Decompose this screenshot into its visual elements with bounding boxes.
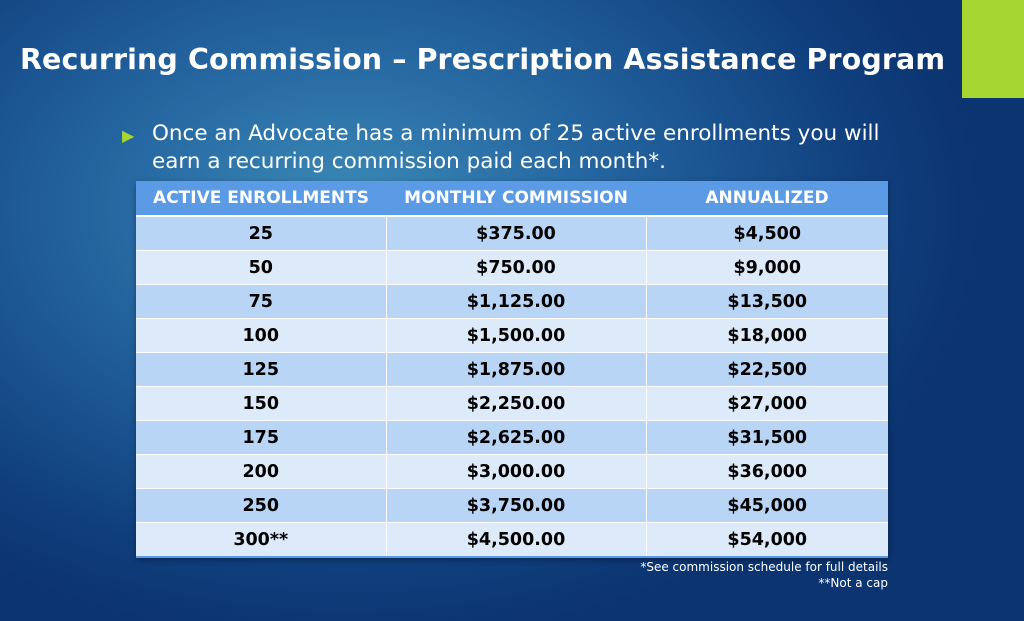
monthly-cell: $1,125.00 xyxy=(386,284,647,319)
monthly-cell: $750.00 xyxy=(386,250,647,285)
enrollments-cell: 175 xyxy=(136,420,387,455)
annualized-cell: $4,500 xyxy=(646,216,888,251)
table-row: 25 $375.00 $4,500 xyxy=(136,216,888,251)
enrollments-cell: 100 xyxy=(136,318,387,353)
enrollments-cell: 300** xyxy=(136,522,387,556)
footnote-not-a-cap: **Not a cap xyxy=(818,576,888,590)
monthly-cell: $3,000.00 xyxy=(386,454,647,489)
monthly-cell: $1,875.00 xyxy=(386,352,647,387)
commission-table: ACTIVE ENROLLMENTS MONTHLY COMMISSION AN… xyxy=(136,181,888,558)
monthly-cell: $2,625.00 xyxy=(386,420,647,455)
table-row: 50 $750.00 $9,000 xyxy=(136,250,888,285)
table-row: 175 $2,625.00 $31,500 xyxy=(136,420,888,455)
annualized-cell: $31,500 xyxy=(646,420,888,455)
annualized-cell: $9,000 xyxy=(646,250,888,285)
header-active-enrollments: ACTIVE ENROLLMENTS xyxy=(136,181,386,217)
monthly-cell: $2,250.00 xyxy=(386,386,647,421)
monthly-cell: $4,500.00 xyxy=(386,522,647,556)
table-header-row: ACTIVE ENROLLMENTS MONTHLY COMMISSION AN… xyxy=(136,181,888,217)
annualized-cell: $45,000 xyxy=(646,488,888,523)
header-annualized: ANNUALIZED xyxy=(646,181,888,217)
annualized-cell: $22,500 xyxy=(646,352,888,387)
monthly-cell: $375.00 xyxy=(386,216,647,251)
table-row: 125 $1,875.00 $22,500 xyxy=(136,352,888,387)
enrollments-cell: 50 xyxy=(136,250,387,285)
table-row: 200 $3,000.00 $36,000 xyxy=(136,454,888,489)
enrollments-cell: 250 xyxy=(136,488,387,523)
monthly-cell: $3,750.00 xyxy=(386,488,647,523)
bullet-point: ▶ Once an Advocate has a minimum of 25 a… xyxy=(122,120,922,176)
triangle-bullet-icon: ▶ xyxy=(122,126,135,145)
table-row: 100 $1,500.00 $18,000 xyxy=(136,318,888,353)
header-monthly-commission: MONTHLY COMMISSION xyxy=(386,181,646,217)
enrollments-cell: 150 xyxy=(136,386,387,421)
annualized-cell: $36,000 xyxy=(646,454,888,489)
monthly-cell: $1,500.00 xyxy=(386,318,647,353)
enrollments-cell: 200 xyxy=(136,454,387,489)
annualized-cell: $27,000 xyxy=(646,386,888,421)
table-row: 300** $4,500.00 $54,000 xyxy=(136,522,888,556)
enrollments-cell: 25 xyxy=(136,216,387,251)
annualized-cell: $13,500 xyxy=(646,284,888,319)
annualized-cell: $54,000 xyxy=(646,522,888,556)
annualized-cell: $18,000 xyxy=(646,318,888,353)
enrollments-cell: 75 xyxy=(136,284,387,319)
enrollments-cell: 125 xyxy=(136,352,387,387)
table-row: 75 $1,125.00 $13,500 xyxy=(136,284,888,319)
slide-title: Recurring Commission – Prescription Assi… xyxy=(20,43,946,76)
bullet-text: Once an Advocate has a minimum of 25 act… xyxy=(152,121,880,174)
table-row: 250 $3,750.00 $45,000 xyxy=(136,488,888,523)
accent-block xyxy=(962,0,1024,98)
footnote-commission-schedule: *See commission schedule for full detail… xyxy=(640,560,888,574)
table-row: 150 $2,250.00 $27,000 xyxy=(136,386,888,421)
footnotes: *See commission schedule for full detail… xyxy=(640,559,888,591)
